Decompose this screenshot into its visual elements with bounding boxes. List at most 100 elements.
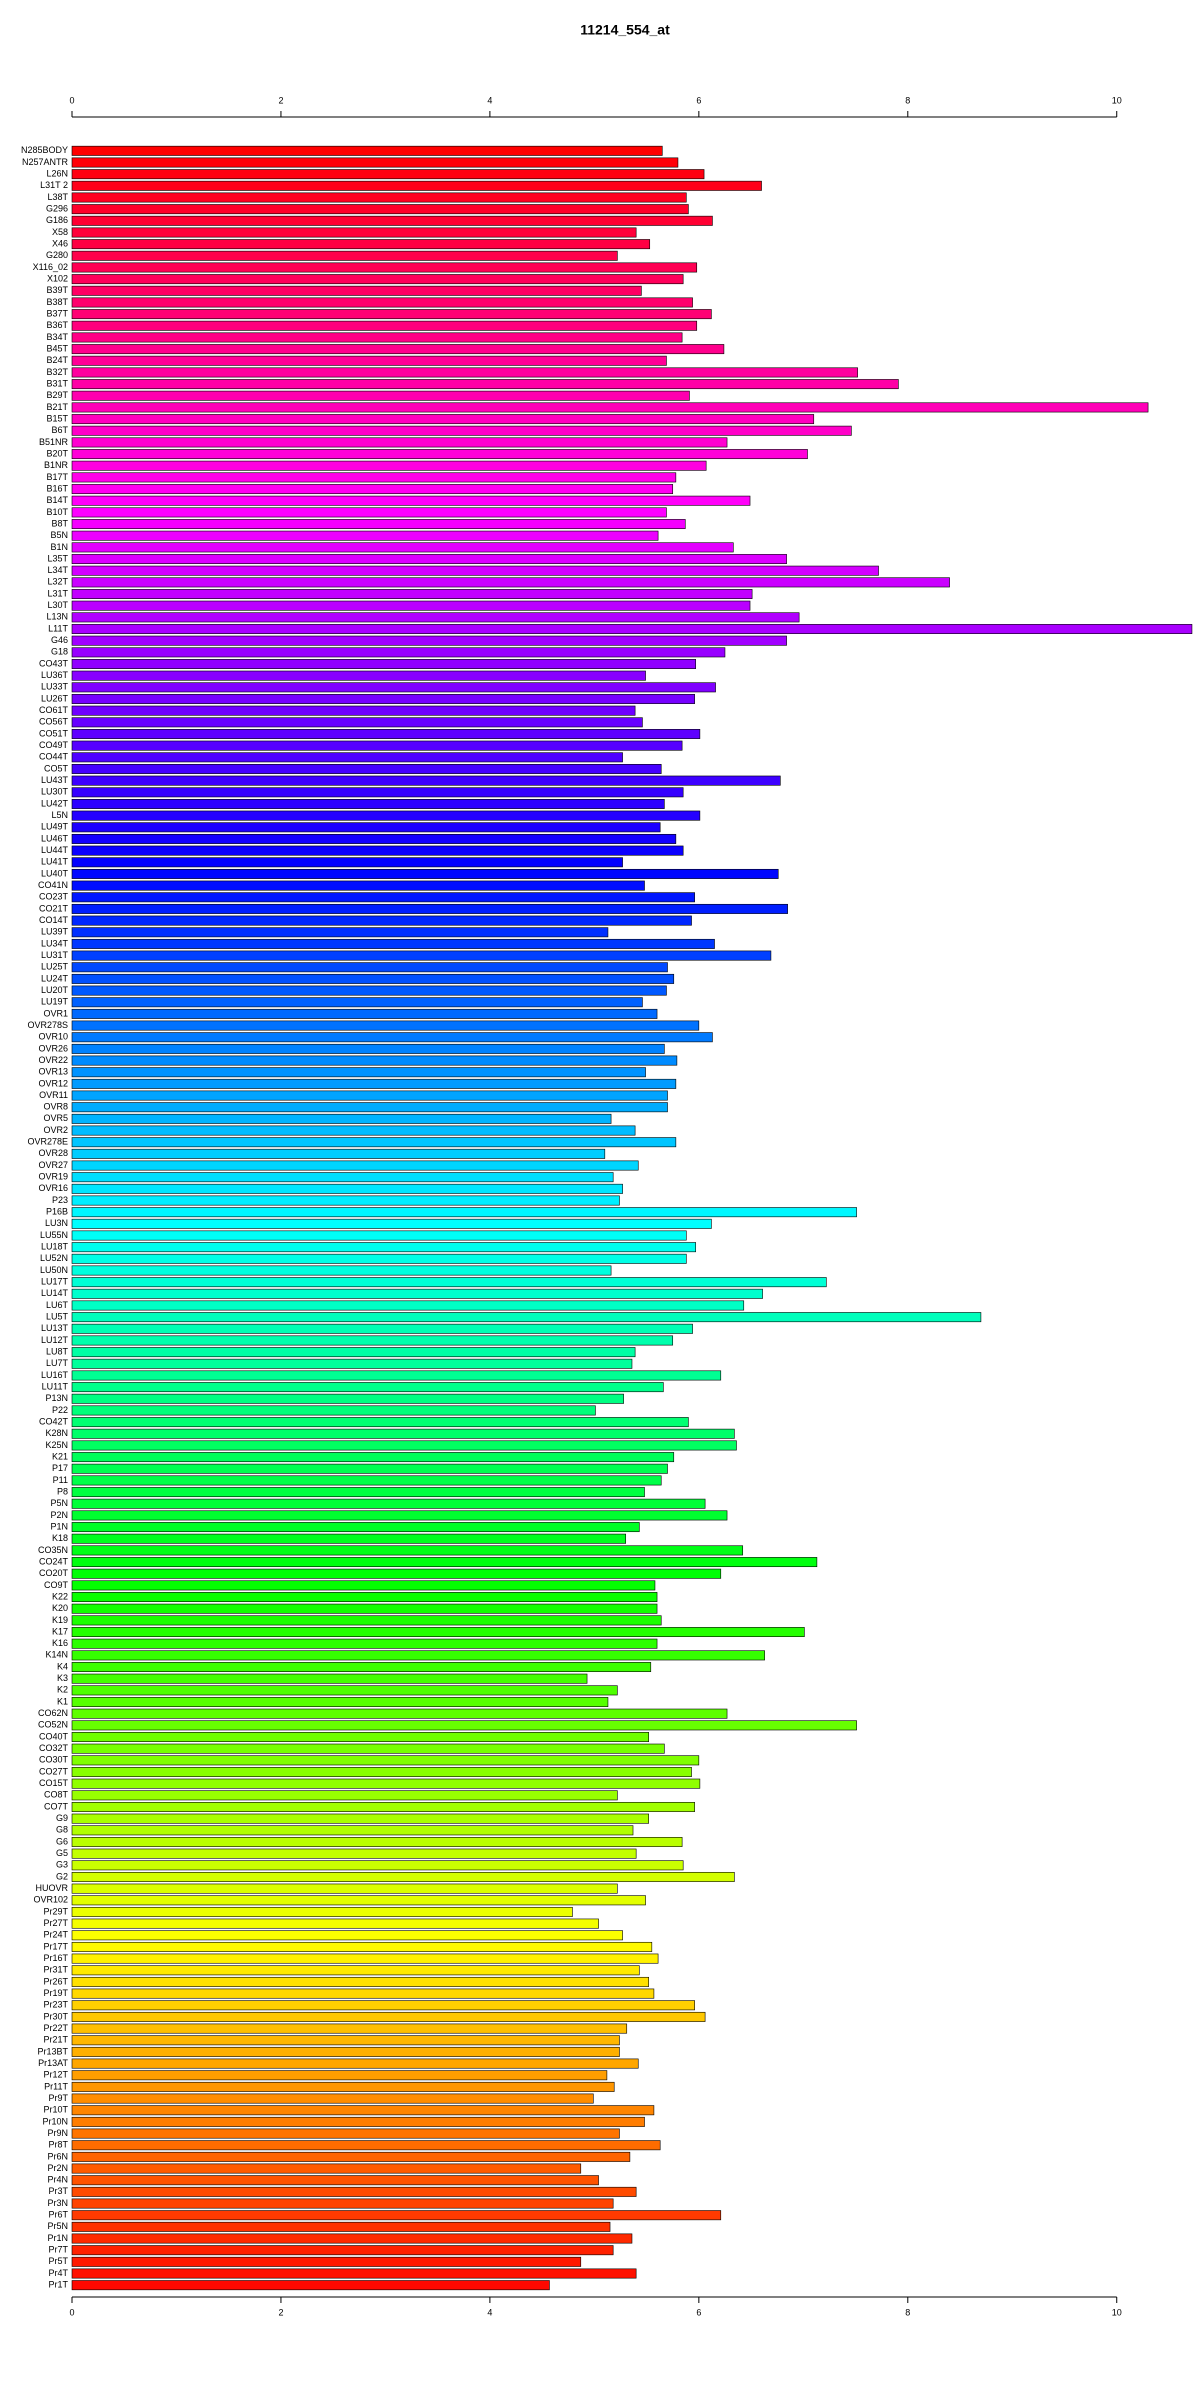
bar	[71, 2023, 628, 2034]
y-tick-label: K4	[57, 1661, 68, 1671]
bar	[71, 192, 687, 203]
y-tick-label: OVR26	[38, 1043, 68, 1053]
x-tick-label: 2	[278, 2307, 283, 2317]
y-tick-label: CO24T	[39, 1556, 69, 1566]
y-tick-label: G280	[46, 250, 68, 260]
y-tick-label: OVR5	[43, 1113, 68, 1123]
y-tick-label: LU46T	[41, 833, 69, 843]
y-tick-label: B17T	[46, 472, 68, 482]
bar	[71, 973, 675, 984]
bar	[71, 647, 726, 658]
y-tick-label: B36T	[46, 320, 68, 330]
bar	[71, 215, 713, 226]
bar	[71, 1230, 687, 1241]
y-tick-label: P23	[52, 1195, 68, 1205]
bar	[71, 2035, 620, 2046]
bar	[71, 530, 659, 541]
y-tick-label: G186	[46, 215, 68, 225]
bar	[71, 484, 674, 495]
y-tick-label: Pr31T	[43, 1965, 68, 1975]
y-tick-label: L32T	[47, 577, 68, 587]
y-tick-label: OVR278S	[27, 1020, 68, 1030]
bar	[71, 2011, 706, 2022]
y-tick-label: G5	[56, 1848, 68, 1858]
y-tick-label: G9	[56, 1813, 68, 1823]
bar	[71, 1837, 683, 1847]
y-tick-label: K17	[52, 1626, 68, 1636]
y-tick-label: LU26T	[41, 693, 69, 703]
x-tick-label: 4	[487, 95, 492, 105]
y-tick-label: OVR16	[38, 1183, 68, 1193]
y-tick-label: Pr21T	[43, 2035, 68, 2045]
bar	[71, 1300, 745, 1311]
y-tick-label: G46	[51, 635, 68, 645]
bar	[71, 612, 800, 623]
y-tick-label: LU17T	[41, 1277, 69, 1287]
y-tick-label: P13N	[45, 1393, 68, 1403]
bar	[71, 367, 858, 378]
bar	[71, 775, 781, 786]
bar	[71, 1218, 712, 1229]
bar	[71, 565, 879, 576]
y-tick-label: LU25T	[41, 962, 69, 972]
bar	[71, 2151, 631, 2162]
bar	[71, 1662, 652, 1672]
bar	[71, 1743, 665, 1754]
bar	[71, 740, 683, 751]
bar	[71, 1673, 588, 1684]
y-tick-label: CO43T	[39, 658, 69, 668]
bar	[71, 950, 772, 961]
bar	[71, 1358, 633, 1369]
y-tick-label: K25N	[45, 1440, 68, 1450]
y-tick-label: CO14T	[39, 915, 69, 925]
y-tick-label: Pr5T	[48, 2256, 68, 2266]
bar	[71, 227, 637, 238]
y-tick-label: B38T	[46, 297, 68, 307]
y-tick-label: G3	[56, 1860, 68, 1870]
y-tick-label: G296	[46, 204, 68, 214]
bar	[71, 2070, 608, 2081]
y-tick-label: P17	[52, 1463, 68, 1473]
y-tick-label: LU16T	[41, 1370, 69, 1380]
bar	[71, 822, 661, 833]
y-tick-label: OVR1	[43, 1008, 68, 1018]
y-tick-label: P8	[57, 1486, 68, 1496]
bar	[71, 670, 646, 681]
bar	[71, 507, 667, 518]
y-tick-label: LU43T	[41, 775, 69, 785]
y-tick-label: L11T	[48, 623, 68, 633]
y-tick-label: CO20T	[39, 1568, 69, 1578]
bar	[71, 1137, 677, 1148]
bar	[71, 717, 643, 728]
bar	[71, 1067, 646, 1078]
y-tick-label: Pr10N	[42, 2116, 68, 2126]
bar	[71, 425, 852, 436]
y-tick-label: OVR19	[38, 1172, 68, 1182]
y-tick-label: HUOVR	[35, 1883, 68, 1893]
y-tick-label: Pr30T	[43, 2011, 68, 2021]
bar	[71, 250, 618, 261]
y-tick-label: K22	[52, 1591, 68, 1601]
bar	[71, 1265, 612, 1276]
bar	[71, 752, 623, 763]
bar	[71, 379, 899, 390]
y-tick-label: K20	[52, 1603, 68, 1613]
y-tick-label: N285BODY	[21, 145, 68, 155]
y-tick-label: Pr16T	[43, 1953, 68, 1963]
bar	[71, 2186, 637, 2197]
y-tick-label: LU34T	[41, 938, 69, 948]
y-tick-label: Pr4N	[47, 2175, 68, 2185]
bar	[71, 1860, 684, 1871]
bar	[71, 390, 690, 401]
bar	[71, 1335, 674, 1346]
bar	[71, 495, 751, 506]
y-tick-label: Pr4T	[48, 2268, 68, 2278]
y-tick-label: CO41N	[38, 880, 68, 890]
y-tick-label: CO7T	[44, 1801, 69, 1811]
bar	[71, 1720, 857, 1731]
y-tick-label: K1	[57, 1696, 68, 1706]
bar	[71, 2000, 695, 2011]
y-tick-label: OVR10	[38, 1032, 68, 1042]
y-tick-label: B14T	[46, 495, 68, 505]
bar	[71, 1463, 668, 1474]
